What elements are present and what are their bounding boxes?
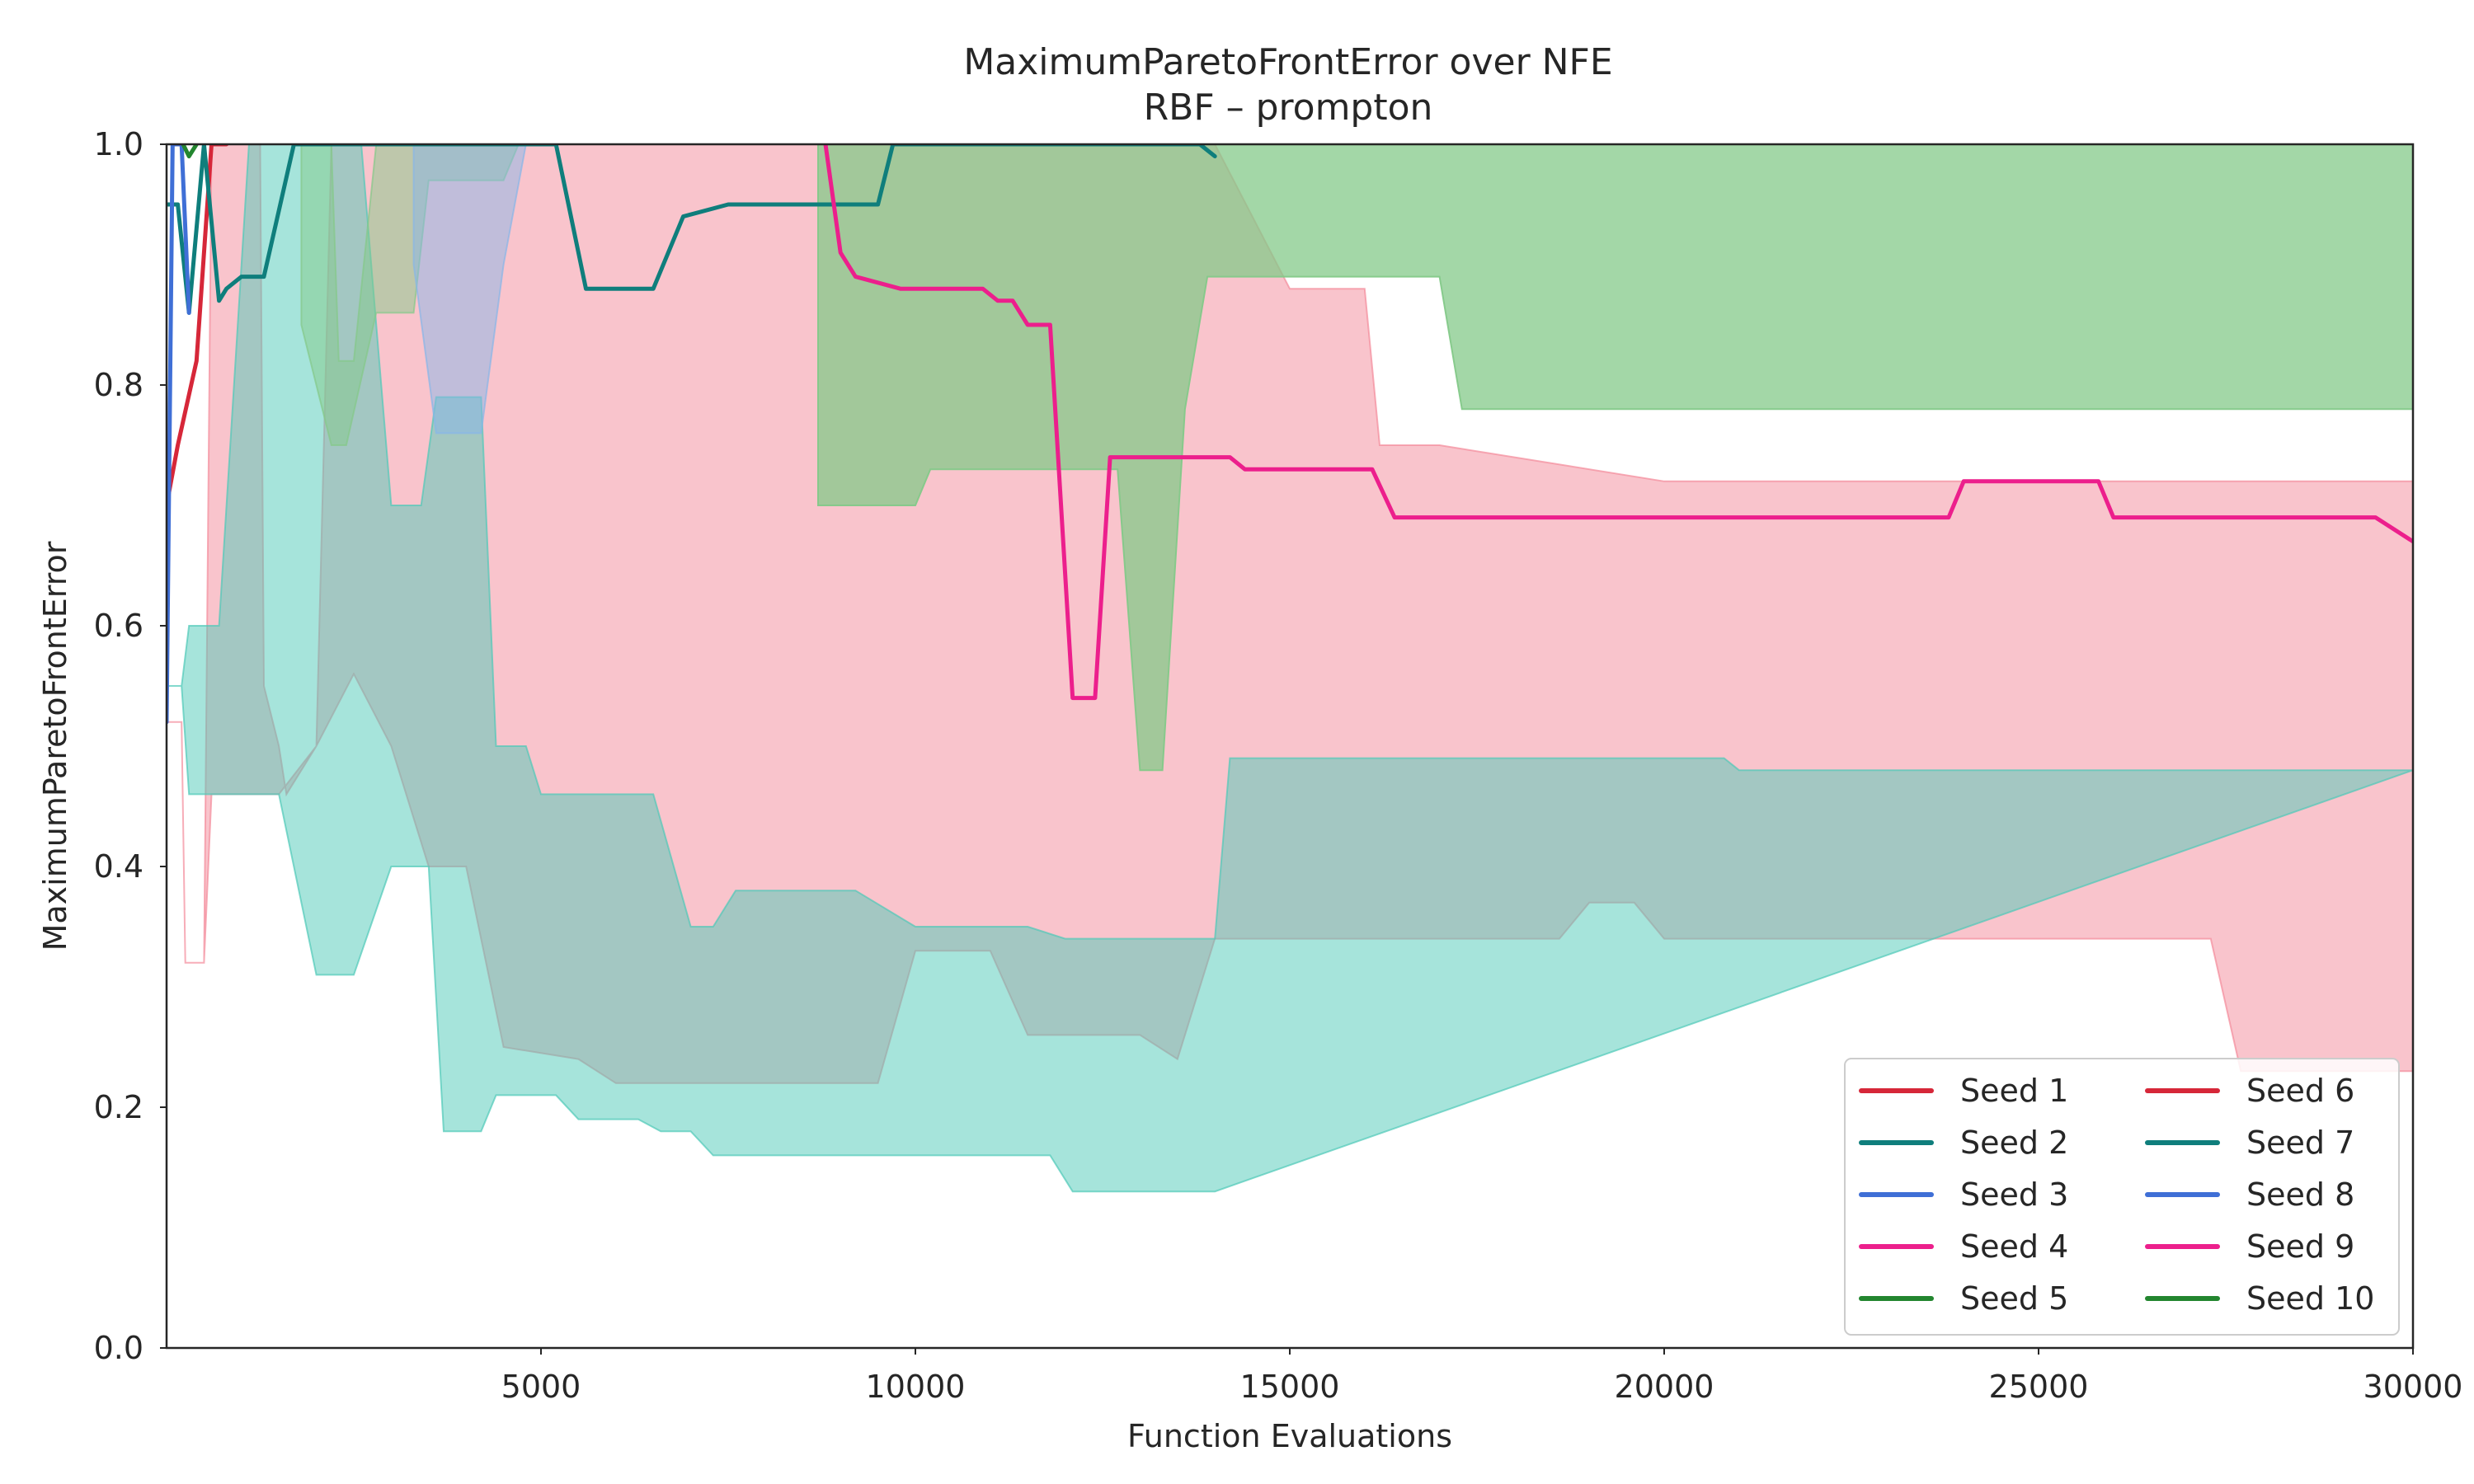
y-axis-label: MaximumParetoFrontError <box>37 541 73 951</box>
band-5 <box>412 144 527 434</box>
legend-entry-label: Seed 10 <box>2246 1280 2374 1317</box>
legend-entry-label: Seed 2 <box>1960 1125 2068 1161</box>
legend-entry-label: Seed 4 <box>1960 1228 2068 1265</box>
chart-title: MaximumParetoFrontError over NFE <box>963 41 1612 83</box>
y-tick-label: 0.4 <box>94 848 143 885</box>
legend-box <box>1844 1058 2400 1336</box>
legend-entry-label: Seed 7 <box>2246 1125 2354 1161</box>
x-axis-ticks: 5000 10000 15000 20000 25000 30000 <box>501 1348 2463 1405</box>
series-line-seed-3 <box>167 144 191 725</box>
series-line-seed-1 <box>167 144 229 508</box>
series-lines <box>167 144 2413 725</box>
x-tick-label: 15000 <box>1240 1369 1340 1405</box>
y-tick-label: 0.2 <box>94 1089 143 1125</box>
legend-entry-label: Seed 1 <box>1960 1073 2068 1109</box>
band-3 <box>817 144 2413 772</box>
x-tick-label: 5000 <box>501 1369 581 1405</box>
series-line-seed-5 <box>181 144 199 159</box>
legend-entry-label: Seed 5 <box>1960 1280 2068 1317</box>
y-axis-ticks: 0.0 0.2 0.4 0.6 0.8 1.0 <box>94 126 167 1366</box>
legend-entry-label: Seed 3 <box>1960 1176 2068 1213</box>
y-tick-label: 0.8 <box>94 367 143 403</box>
x-tick-label: 25000 <box>1989 1369 2089 1405</box>
x-axis-label: Function Evaluations <box>1127 1418 1452 1454</box>
series-line-seed-2 <box>167 144 1217 315</box>
band-2 <box>167 144 2413 1193</box>
legend-entry-label: Seed 8 <box>2246 1176 2354 1213</box>
legend-entry-label: Seed 6 <box>2246 1073 2354 1109</box>
y-tick-label: 0.6 <box>94 608 143 644</box>
legend: Seed 1 Seed 2 Seed 3 Seed 4 Seed 5 Seed 6 Seed… <box>1844 1058 2400 1336</box>
legend-entry-label: Seed 9 <box>2246 1228 2354 1265</box>
y-tick-label: 1.0 <box>94 126 143 162</box>
x-tick-label: 20000 <box>1615 1369 1714 1405</box>
x-tick-label: 30000 <box>2363 1369 2463 1405</box>
y-tick-label: 0.0 <box>94 1330 143 1366</box>
x-tick-label: 10000 <box>866 1369 966 1405</box>
series-line-seed-4 <box>823 144 2413 701</box>
confidence-bands <box>167 144 2413 1193</box>
chart-subtitle: RBF – prompton <box>1144 87 1433 129</box>
